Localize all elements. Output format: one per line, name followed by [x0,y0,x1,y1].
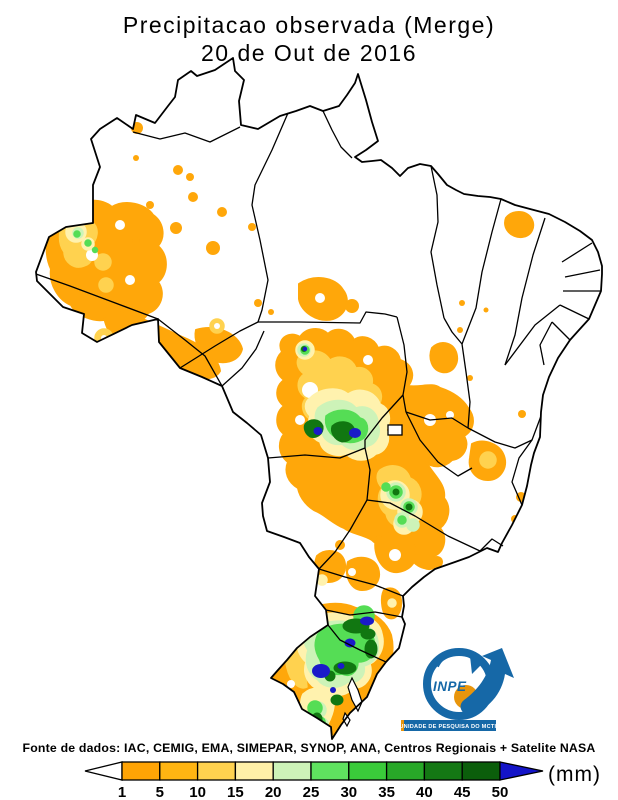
inpe-logo-acronym: INPE [433,679,467,694]
data-source-note: Fonte de dados: IAC, CEMIG, EMA, SIMEPAR… [22,741,596,755]
legend-tick-label: 1 [118,784,126,800]
legend-segment [423,761,463,781]
precip-blue-layer [302,346,374,693]
precipitation-field [45,87,591,739]
legend-tick-label: 5 [156,784,164,800]
legend-segment [234,761,274,781]
inpe-logo-banner [401,720,496,731]
legend-tick-label: 45 [454,784,471,800]
page-date: 20 de Out de 2016 [200,40,418,66]
brazil-outline [35,57,603,740]
legend-colorbar: 1 5 10 15 20 25 30 35 40 45 50 [84,761,544,800]
inpe-logo-swirl [433,648,480,668]
legend-segment [348,761,388,781]
legend-tick-label: 50 [492,784,509,800]
inpe-logo-banner-accent [401,720,404,731]
page-title: Precipitacao observada (Merge) [122,12,496,38]
legend-tick-label: 10 [189,784,206,800]
legend-tick-label: 15 [227,784,244,800]
legend-tick-label: 30 [340,784,357,800]
legend-segment [159,761,199,781]
legend-segment [310,761,350,781]
inpe-logo-banner-text: UNIDADE DE PESQUISA DO MCTIC [399,724,500,730]
state-borders [35,110,601,663]
inpe-logo: INPE UNIDADE DE PESQUISA DO MCTIC [399,648,514,731]
legend-segment [121,761,161,781]
legend-tick-labels: 1 5 10 15 20 25 30 35 40 45 50 [118,784,509,800]
legend-segment [385,761,426,781]
coastal-lagoons [342,676,363,728]
legend-tick-label: 20 [265,784,282,800]
legend-segment [461,761,501,781]
distrito-federal-outline [387,424,403,436]
legend-arrow-below-min [84,761,123,781]
legend-tick-label: 40 [416,784,433,800]
legend-unit-label: (mm) [548,763,601,786]
inpe-logo-big-arrow [460,648,514,716]
legend-segments [121,761,501,781]
legend-arrow-above-max [499,761,544,781]
legend-tick-label: 35 [378,784,395,800]
legend-segment [196,761,237,781]
legend-segment [272,761,312,781]
legend-tick-label: 25 [303,784,320,800]
inpe-logo-swirl-arrowhead [470,656,484,674]
